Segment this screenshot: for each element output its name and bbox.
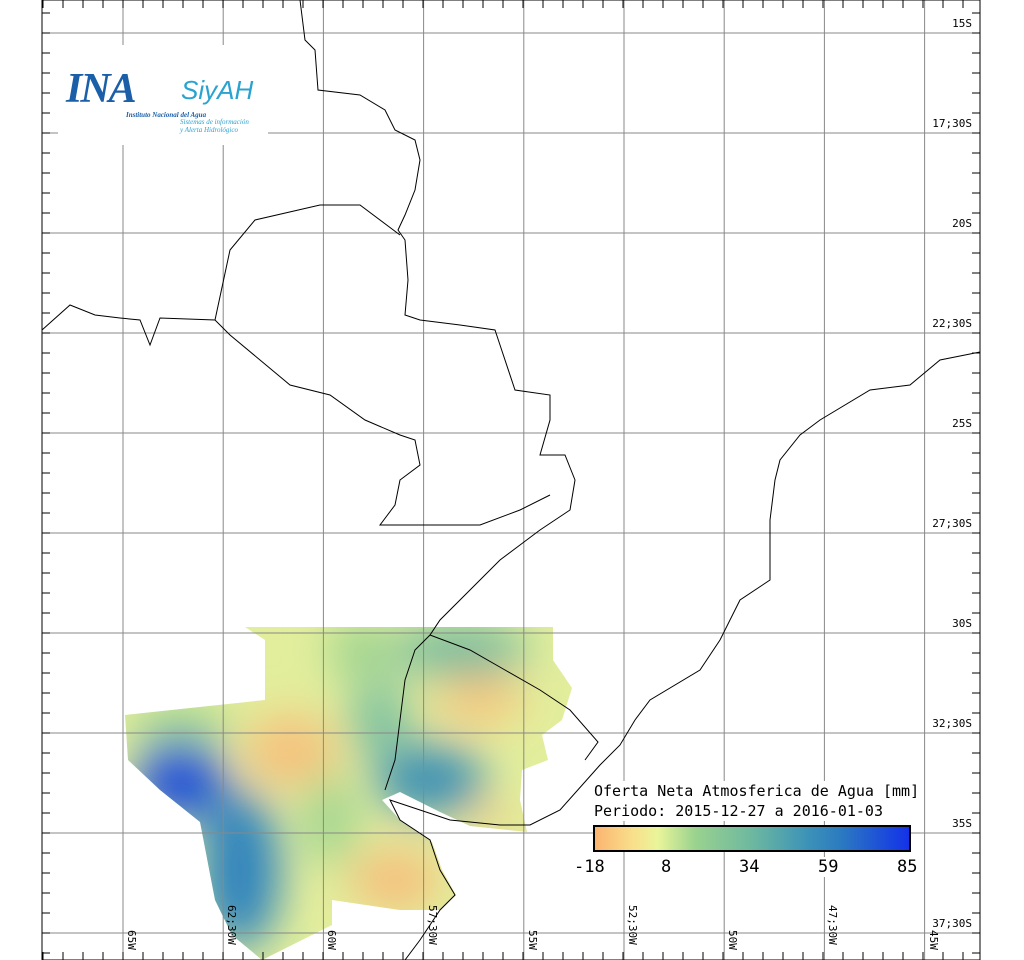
data-field [125,627,572,960]
lon-label: 47;30W [826,905,840,945]
lat-label: 32;30S [932,717,972,730]
colorbar-tick: 59 [818,857,839,877]
lon-label: 65W [125,930,138,950]
lon-label: 60W [325,930,339,950]
ina-siyah-logo: INA SiyAH Instituto Nacional del Agua Si… [58,45,268,145]
legend-variable: Oferta Neta Atmosferica de Agua [mm] [594,782,920,800]
lat-label: 27;30S [932,517,972,530]
legend-title: Oferta Neta Atmosferica de Agua [mm] Peri… [594,781,920,821]
lon-label: 57;30W [425,905,439,945]
border-line [41,304,551,526]
border-line [429,634,599,761]
map-frame [41,0,981,960]
logo-subtitle-1: Sistemas de información [180,118,249,126]
lat-label: 35S [952,817,972,830]
lat-label: 25S [952,417,972,430]
logo-subtitle: Sistemas de información y Alerta Hidrológ… [180,118,249,134]
lat-label: 22;30S [932,317,972,330]
lon-label: 52;30W [626,905,639,945]
lon-label: 55W [525,930,539,950]
colorbar-tick: -18 [574,857,605,877]
colorbar-tick: 85 [897,857,918,877]
colorbar-tick: 34 [739,857,760,877]
lon-label: 62;30W [225,905,239,945]
coastline [389,351,981,960]
border-line [214,204,401,321]
lat-label: 17;30S [932,117,972,130]
colorbar [593,825,911,852]
lat-label: 15S [952,17,972,30]
logo-subtitle-2: y Alerta Hidrológico [180,126,238,134]
colorbar-tick: 8 [661,857,672,877]
logo-institute: Instituto Nacional del Agua [126,111,207,119]
lat-label: 37;30S [932,917,972,930]
logo-ina: INA [66,66,137,112]
border-line [299,0,576,791]
lon-label: 50W [726,930,740,950]
boundaries [41,0,981,960]
lat-label: 20S [952,217,972,230]
lon-label: 45W [926,930,940,950]
logo-siyah: SiyAH [181,75,254,105]
legend-period: Periodo: 2015-12-27 a 2016-01-03 [594,802,883,820]
lat-label: 30S [952,617,972,630]
